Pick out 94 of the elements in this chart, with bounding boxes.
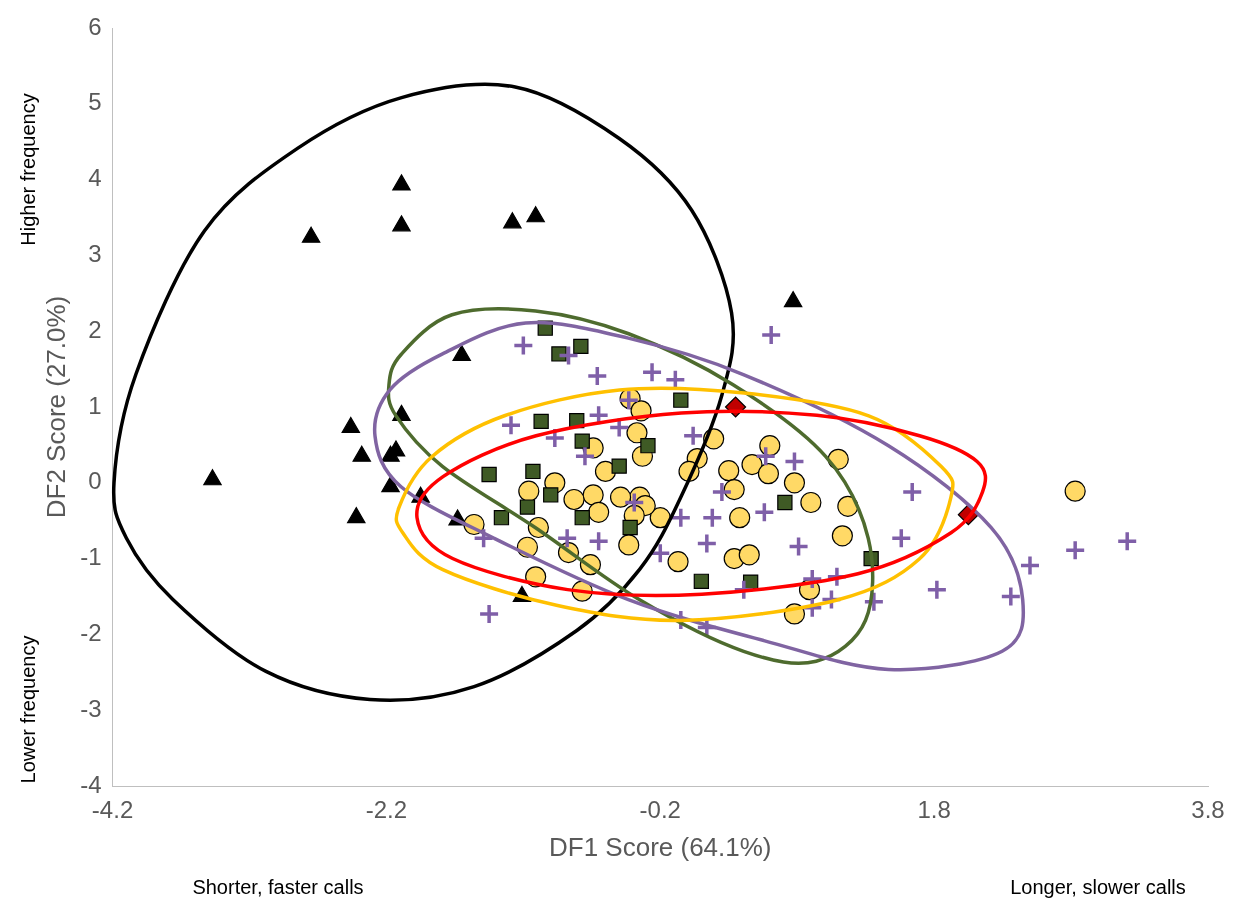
point <box>783 291 803 308</box>
point <box>831 525 853 547</box>
point <box>787 535 810 558</box>
point <box>667 551 689 573</box>
text: Longer, slower calls <box>1009 876 1187 899</box>
point <box>890 527 913 549</box>
point <box>512 334 535 357</box>
point <box>800 491 822 514</box>
y-tick-label: 4 <box>88 164 102 192</box>
point <box>518 480 540 502</box>
x-tick-label: -2.2 <box>365 796 408 824</box>
point <box>1019 554 1041 577</box>
x-tick-label: -0.2 <box>639 796 681 824</box>
point <box>649 542 672 565</box>
y-tick-label: -2 <box>80 619 102 647</box>
y-tick-label: 5 <box>88 88 102 116</box>
point <box>760 324 782 346</box>
point <box>757 463 780 485</box>
point <box>481 466 497 483</box>
point <box>1116 530 1138 552</box>
point <box>901 481 923 503</box>
point <box>392 174 411 191</box>
point <box>493 510 510 526</box>
y-axis-title: DF2 Score (27.0%) <box>40 295 71 519</box>
text: Shorter, faster calls <box>191 876 365 899</box>
point <box>693 573 710 590</box>
point <box>729 507 751 529</box>
point <box>574 510 590 526</box>
y-tick-label: -3 <box>80 694 102 722</box>
point <box>738 544 760 566</box>
x-tick-label: 1.8 <box>917 796 951 824</box>
point <box>1064 480 1086 502</box>
point <box>556 527 578 549</box>
point <box>573 338 589 355</box>
point <box>301 226 321 243</box>
point <box>753 501 776 524</box>
y-tick-label: 6 <box>88 12 102 40</box>
point <box>525 463 541 480</box>
point <box>673 392 689 408</box>
point <box>783 472 806 494</box>
point <box>582 484 604 506</box>
point <box>563 488 585 511</box>
point <box>641 361 663 383</box>
point <box>574 433 590 449</box>
point <box>701 506 724 529</box>
point <box>551 346 567 362</box>
point <box>452 344 471 362</box>
y-tick-label: -4 <box>80 770 102 798</box>
point <box>526 206 545 223</box>
y-tick-label: 0 <box>88 467 102 495</box>
point <box>623 491 645 514</box>
point <box>783 450 806 473</box>
point <box>1000 585 1022 608</box>
point <box>586 365 609 387</box>
point <box>587 530 610 552</box>
point <box>543 487 559 503</box>
point <box>622 519 638 536</box>
y-tick-label: 2 <box>88 315 102 343</box>
point <box>392 215 411 232</box>
point <box>611 458 627 474</box>
point <box>682 425 704 447</box>
point <box>711 481 733 503</box>
x-tick-label: -4.2 <box>91 796 134 824</box>
point <box>519 499 536 515</box>
point <box>741 454 763 476</box>
point <box>926 578 948 601</box>
point <box>1064 539 1086 562</box>
point <box>500 414 522 436</box>
point <box>759 435 781 457</box>
text: Lower frequency <box>16 634 40 786</box>
point <box>574 445 596 468</box>
point <box>533 413 549 430</box>
point <box>649 507 671 529</box>
point <box>472 527 495 549</box>
point <box>503 212 522 229</box>
x-tick-label: 3.8 <box>1191 796 1225 824</box>
point <box>777 494 793 511</box>
point <box>640 437 656 454</box>
point <box>609 486 632 508</box>
point <box>670 506 692 529</box>
y-tick-label: 3 <box>88 240 102 268</box>
point <box>696 532 718 555</box>
point <box>754 445 777 468</box>
point <box>478 603 500 625</box>
point <box>618 534 640 556</box>
x-axis-title: DF1 Score (64.1%) <box>549 831 772 862</box>
text: Higher frequency <box>16 92 40 248</box>
point <box>718 460 740 482</box>
point <box>588 501 610 523</box>
y-tick-label: 1 <box>88 391 102 419</box>
point <box>626 422 648 444</box>
y-tick-label: -1 <box>80 543 102 571</box>
point <box>723 479 745 501</box>
point <box>557 344 580 367</box>
